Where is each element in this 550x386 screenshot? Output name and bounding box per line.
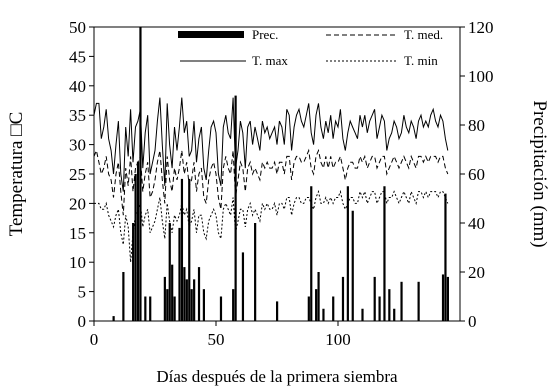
prec-bar [112,316,115,321]
legend-swatch-prec [178,31,244,38]
plot-frame [93,26,461,322]
prec-bar [183,267,186,321]
prec-bar [234,95,237,321]
prec-bar [378,296,381,321]
x-tick-label: 0 [90,330,99,349]
right-tick-label: 0 [468,312,477,331]
legend-label-tmax: T. max [252,53,288,68]
prec-bar [373,276,376,321]
x-tick-label: 50 [208,330,225,349]
left-axis-label: Temperatura □C [6,112,27,237]
legend: Prec. T. med. T. max T. min [178,27,443,68]
prec-bar [317,272,320,321]
series-line-tmed [93,148,449,216]
prec-bar [188,178,191,321]
prec-bar [168,223,171,321]
prec-bar [193,279,196,321]
x-axis: 0 50 100 [90,321,351,349]
prec-bar [361,308,364,321]
right-tick-label: 80 [468,116,485,135]
right-tick-label: 100 [468,67,494,86]
prec-bar [241,252,245,321]
prec-bar [388,289,391,321]
prec-bar [446,276,449,321]
prec-bar [173,296,176,321]
right-axis-label: Precipitación (mm) [529,100,550,247]
prec-bar [341,276,345,321]
left-tick-label: 25 [69,165,86,184]
left-tick-label: 15 [69,224,86,243]
prec-bar [441,274,445,321]
right-tick-label: 20 [468,263,485,282]
prec-bar [232,289,235,321]
legend-label-tmed: T. med. [404,27,443,42]
legend-label-tmin: T. min [404,53,438,68]
right-tick-label: 40 [468,214,485,233]
prec-bar [132,223,135,321]
prec-bar [276,301,279,321]
temperature-lines [93,97,449,263]
left-tick-label: 50 [69,18,86,37]
right-tick-label: 120 [468,18,494,37]
prec-bar [163,276,166,321]
series-line-tmin [94,189,449,263]
prec-bar [322,308,325,321]
prec-bar [180,178,184,321]
left-tick-label: 20 [69,194,86,213]
prec-bar [219,296,223,321]
prec-bar [315,289,318,321]
series-line-tmax [93,97,449,192]
legend-label-prec: Prec. [252,27,278,42]
left-axis: 0 5 10 15 20 25 30 35 40 45 50 [69,18,94,331]
prec-bar [444,193,447,321]
prec-bar [310,186,313,321]
prec-bar [400,281,403,321]
prec-bar [383,186,386,321]
left-tick-label: 40 [69,77,86,96]
left-tick-label: 45 [69,47,86,66]
x-axis-label: Días después de la primera siembra [156,367,398,386]
x-tick-label: 100 [325,330,351,349]
right-axis: 0 20 40 60 80 100 120 [460,18,494,331]
left-tick-label: 5 [78,283,87,302]
precipitation-bars [112,27,449,321]
prec-bar [178,227,181,321]
prec-bar [122,272,125,321]
left-tick-label: 35 [69,106,86,125]
prec-bar [351,210,354,321]
left-tick-label: 0 [78,312,87,331]
right-tick-label: 60 [468,165,485,184]
prec-bar [332,296,335,321]
prec-bar [254,223,257,321]
prec-bar [197,267,201,321]
prec-bar [346,186,349,321]
prec-bar [139,27,142,321]
left-tick-label: 30 [69,136,86,155]
left-tick-label: 10 [69,253,86,272]
prec-bar [190,289,193,321]
prec-bar [307,296,310,321]
prec-bar [144,296,147,321]
prec-bar [393,308,396,321]
prec-bar [166,289,169,321]
prec-bar [171,264,174,321]
plot-area [93,27,449,321]
prec-bar [149,296,152,321]
prec-bar [134,174,137,321]
prec-bar [417,281,420,321]
prec-bar [185,279,188,321]
prec-bar [202,289,205,321]
prec-bar [136,161,140,321]
